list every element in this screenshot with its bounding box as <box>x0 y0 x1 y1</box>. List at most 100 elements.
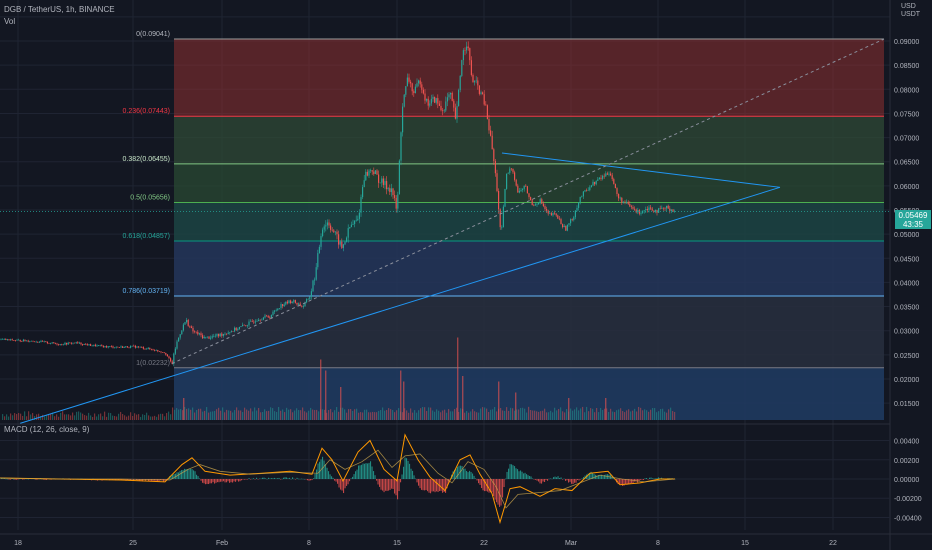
price-tick-label: 0.06500 <box>894 160 919 167</box>
macd-histogram-bar <box>661 477 663 479</box>
volume-bar <box>532 410 534 420</box>
candle-body <box>358 212 360 219</box>
volume-bar <box>646 410 648 420</box>
volume-bar <box>442 410 444 420</box>
macd-histogram-bar <box>371 466 373 479</box>
macd-histogram-bar <box>344 479 346 489</box>
macd-histogram-bar <box>254 479 256 480</box>
candle-body <box>101 345 103 347</box>
candle-body <box>658 208 660 213</box>
candle-body <box>195 331 197 333</box>
volume-bar <box>342 407 344 420</box>
macd-histogram-bar <box>430 479 432 494</box>
macd-histogram-bar <box>142 479 144 482</box>
macd-histogram-bar <box>598 475 600 479</box>
macd-histogram-bar <box>242 479 244 480</box>
macd-histogram-bar <box>323 460 325 479</box>
candle-body <box>597 179 599 181</box>
candle-body <box>258 319 260 322</box>
macd-histogram-bar <box>170 475 172 479</box>
candle-body <box>587 190 589 191</box>
macd-histogram-bar <box>185 469 187 479</box>
volume-bar <box>434 411 436 420</box>
volume-bar <box>648 411 650 420</box>
time-tick-label: 15 <box>741 540 749 547</box>
macd-histogram-bar <box>188 468 190 479</box>
volume-bar <box>604 408 606 420</box>
candle-body <box>458 90 460 107</box>
candle-body <box>634 208 636 210</box>
volume-bar <box>48 414 50 420</box>
volume-bar <box>270 407 272 420</box>
candle-body <box>426 98 428 101</box>
candle-body <box>115 346 117 348</box>
price-tick-label: 0.02000 <box>894 377 919 384</box>
volume-bar <box>476 412 478 420</box>
candle-body <box>354 220 356 224</box>
candle-body <box>53 342 55 344</box>
macd-histogram-bar <box>23 479 25 480</box>
volume-bar <box>326 412 328 420</box>
volume-bar <box>606 408 608 420</box>
candle-body <box>416 83 418 87</box>
macd-histogram-bar <box>617 479 619 485</box>
volume-bar <box>498 381 500 420</box>
candle-body <box>168 356 170 359</box>
volume-bar <box>478 412 480 420</box>
macd-histogram-bar <box>382 479 384 491</box>
volume-bar <box>200 408 202 420</box>
symbol-legend[interactable]: DGB / TetherUS, 1h, BINANCE <box>4 5 115 14</box>
macd-legend[interactable]: MACD (12, 26, close, 9) <box>4 425 90 434</box>
macd-histogram-bar <box>394 479 396 494</box>
candle-body <box>54 343 56 344</box>
candle-body <box>445 101 447 111</box>
macd-histogram-bar <box>346 479 348 486</box>
volume-bar <box>108 412 110 420</box>
fib-level-label: 1(0.02232) <box>136 360 170 367</box>
volume-bar <box>586 406 588 420</box>
macd-histogram-bar <box>542 479 544 482</box>
macd-histogram-bar <box>490 479 492 493</box>
volume-bar <box>470 411 472 420</box>
volume-bar <box>518 409 520 420</box>
volume-bar <box>246 409 248 420</box>
volume-bar <box>252 411 254 420</box>
macd-histogram-bar <box>674 478 676 480</box>
macd-histogram-bar <box>35 479 37 480</box>
macd-histogram-bar <box>349 479 351 482</box>
volume-bar <box>564 412 566 420</box>
candle-body <box>502 206 504 228</box>
candle-body <box>482 92 484 95</box>
volume-bar <box>88 412 90 420</box>
macd-histogram-bar <box>182 469 184 479</box>
volume-legend[interactable]: Vol <box>4 17 16 26</box>
candle-body <box>514 172 516 180</box>
macd-histogram-bar <box>446 479 448 489</box>
volume-bar <box>632 410 634 420</box>
macd-histogram-bar <box>46 479 48 480</box>
macd-histogram-bar <box>304 478 306 480</box>
candle-body <box>77 342 79 344</box>
volume-bar <box>8 416 10 420</box>
candle-body <box>397 194 399 209</box>
currency-label[interactable]: USD USDT <box>901 3 920 19</box>
volume-bar <box>506 407 508 420</box>
volume-bar <box>556 410 558 420</box>
candle-body <box>58 344 60 346</box>
macd-histogram-bar <box>43 479 45 480</box>
volume-bar <box>382 407 384 420</box>
volume-bar <box>188 408 190 420</box>
candle-body <box>565 225 567 231</box>
fib-level-label: 0.786(0.03719) <box>123 288 170 295</box>
macd-histogram-bar <box>235 479 237 482</box>
candle-body <box>155 350 157 351</box>
volume-bar <box>202 411 204 420</box>
candle-body <box>662 207 664 209</box>
volume-bar <box>674 411 676 420</box>
candle-body <box>629 203 631 207</box>
candle-body <box>653 210 655 212</box>
candle-body <box>573 217 575 220</box>
current-price-value: 0.05469 <box>898 211 928 220</box>
macd-histogram-bar <box>560 477 562 479</box>
